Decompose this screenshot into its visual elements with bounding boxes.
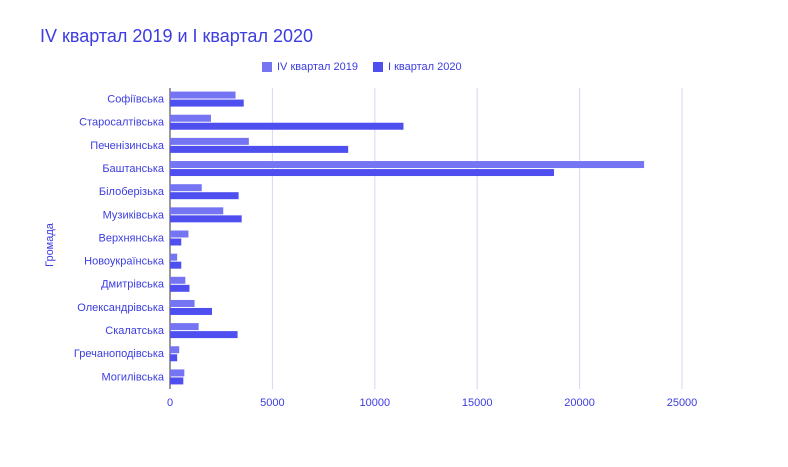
bar: [170, 230, 189, 238]
y-tick-label: Музиківська: [103, 209, 165, 221]
y-tick-label: Верхнянська: [99, 232, 165, 244]
y-tick-label: Білоберізька: [99, 186, 165, 198]
bar: [170, 331, 238, 339]
legend-swatch: [373, 62, 383, 72]
x-tick-label: 5000: [260, 397, 284, 409]
bar: [170, 253, 178, 261]
x-tick-label: 15000: [462, 397, 493, 409]
bar: [170, 137, 249, 145]
bar: [170, 114, 211, 122]
bar: [170, 377, 184, 385]
bar: [170, 299, 195, 307]
bar: [170, 284, 190, 292]
y-tick-label: Могилівська: [101, 371, 164, 383]
bar: [170, 122, 404, 130]
legend-swatch: [262, 62, 272, 72]
y-tick-label: Баштанська: [102, 163, 165, 175]
legend-label: I квартал 2020: [388, 61, 462, 73]
y-tick-label: Гречаноподівська: [74, 348, 165, 360]
bar: [170, 238, 182, 246]
chart-title: IV квартал 2019 и I квартал 2020: [40, 26, 313, 46]
y-tick-label: Новоукраїнська: [84, 256, 165, 268]
x-tick-label: 25000: [667, 397, 698, 409]
bar: [170, 91, 236, 99]
x-tick-label: 10000: [360, 397, 391, 409]
bar: [170, 192, 239, 200]
bar: [170, 346, 180, 354]
bar: [170, 161, 645, 169]
bar: [170, 354, 178, 362]
bar: [170, 99, 244, 107]
y-tick-label: Скалатська: [105, 325, 165, 337]
y-tick-label: Олександрівська: [77, 302, 165, 314]
bar: [170, 184, 202, 192]
bar: [170, 323, 199, 331]
y-tick-label: Софіївська: [107, 93, 165, 105]
y-tick-label: Дмитрівська: [101, 279, 165, 291]
bar: [170, 169, 554, 177]
bar: [170, 276, 186, 284]
legend-label: IV квартал 2019: [277, 61, 358, 73]
bar: [170, 145, 349, 153]
bar: [170, 215, 242, 223]
x-tick-label: 0: [167, 397, 173, 409]
bar: [170, 261, 182, 269]
x-tick-label: 20000: [564, 397, 595, 409]
bar: [170, 307, 212, 315]
bar: [170, 369, 185, 377]
bar: [170, 207, 224, 215]
y-tick-label: Печенізинська: [90, 140, 165, 152]
y-tick-label: Старосалтівська: [79, 117, 165, 129]
y-axis-title: Громада: [44, 222, 56, 267]
